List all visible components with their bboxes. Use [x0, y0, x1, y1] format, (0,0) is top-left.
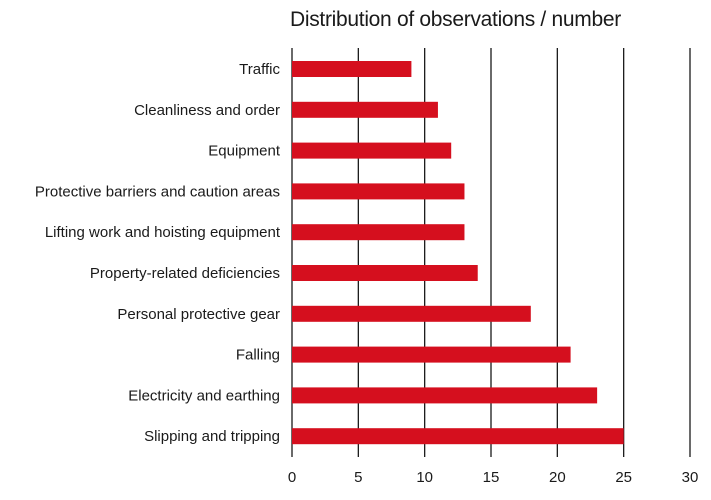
category-label: Property-related deficiencies: [90, 265, 280, 282]
x-tick-label: 5: [354, 469, 362, 486]
bar: [292, 265, 478, 281]
x-tick-label: 15: [483, 469, 500, 486]
bars: [292, 61, 624, 445]
x-tick-labels: 0 5 10 15 20 25 30: [288, 469, 699, 486]
x-tick-label: 0: [288, 469, 296, 486]
x-tick-label: 25: [615, 469, 632, 486]
bar: [292, 305, 531, 322]
x-tick-label: 20: [549, 469, 566, 486]
category-labels: Traffic Cleanliness and order Equipment Pro…: [35, 61, 281, 445]
category-label: Protective barriers and caution areas: [35, 183, 280, 200]
bar: [292, 183, 465, 200]
bar: [292, 61, 412, 77]
x-tick-label: 30: [682, 469, 699, 486]
category-label: Falling: [236, 347, 280, 364]
category-label: Lifting work and hoisting equipment: [45, 224, 281, 241]
chart-title: Distribution of observations / number: [290, 8, 621, 31]
bar: [292, 346, 571, 363]
category-label: Personal protective gear: [117, 306, 280, 323]
category-label: Cleanliness and order: [134, 102, 280, 119]
bar: [292, 101, 438, 118]
bar: [292, 142, 452, 159]
category-label: Electricity and earthing: [128, 387, 280, 404]
bar: [292, 428, 624, 445]
category-label: Equipment: [208, 143, 281, 160]
category-label: Slipping and tripping: [144, 428, 280, 445]
x-tick-label: 10: [416, 469, 433, 486]
bar: [292, 387, 598, 404]
category-label: Traffic: [239, 61, 280, 78]
bar: [292, 224, 465, 241]
